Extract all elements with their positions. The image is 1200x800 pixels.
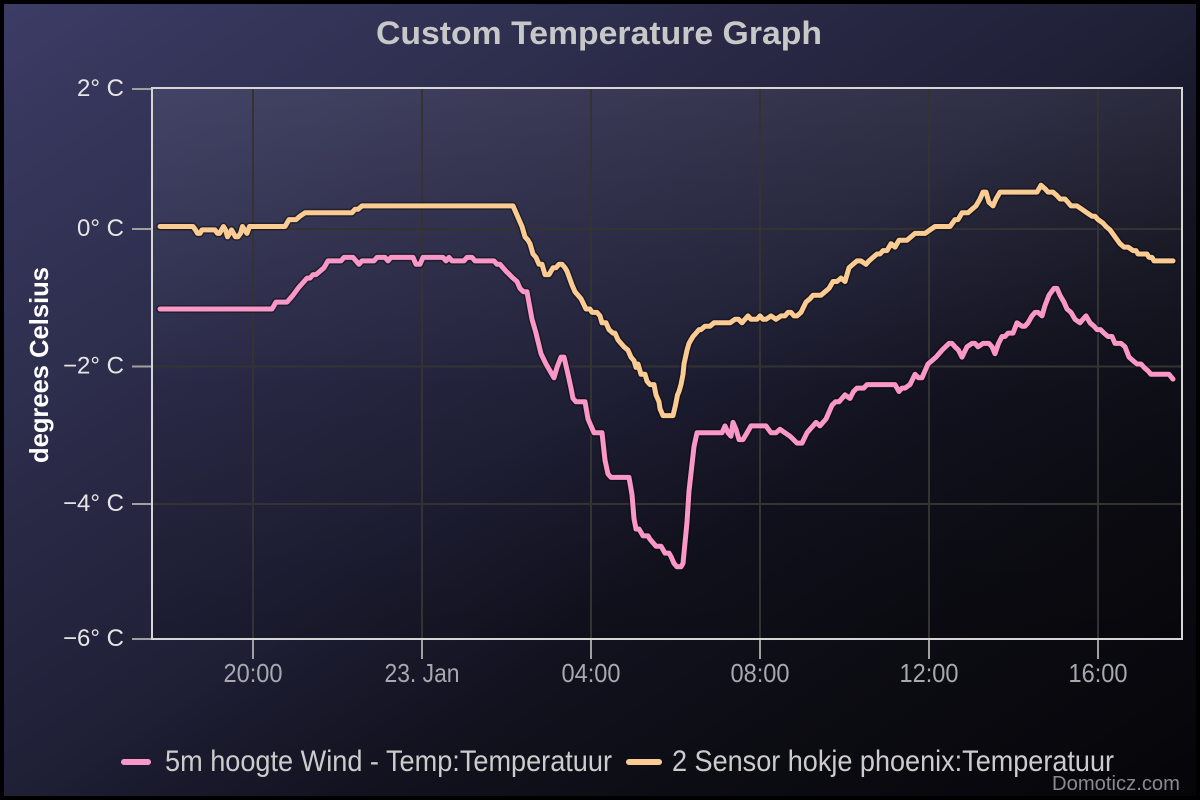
svg-text:degrees Celsius: degrees Celsius [24,267,54,463]
svg-text:0° C: 0° C [77,215,124,242]
svg-text:16:00: 16:00 [1069,658,1128,688]
svg-text:Custom Temperature Graph: Custom Temperature Graph [376,15,822,51]
svg-text:−6° C: −6° C [63,625,124,652]
svg-text:2 Sensor hokje phoenix:Tempera: 2 Sensor hokje phoenix:Temperatuur [672,745,1114,778]
svg-text:20:00: 20:00 [224,658,283,688]
svg-text:−2° C: −2° C [63,353,124,380]
svg-text:23. Jan: 23. Jan [385,658,460,688]
svg-text:2° C: 2° C [77,75,124,102]
svg-text:04:00: 04:00 [562,658,621,688]
svg-text:12:00: 12:00 [900,658,959,688]
svg-text:−4° C: −4° C [63,490,124,517]
svg-text:5m hoogte Wind - Temp:Temperat: 5m hoogte Wind - Temp:Temperatuur [165,745,612,778]
svg-text:Domoticz.com: Domoticz.com [1052,773,1180,795]
svg-text:08:00: 08:00 [731,658,790,688]
